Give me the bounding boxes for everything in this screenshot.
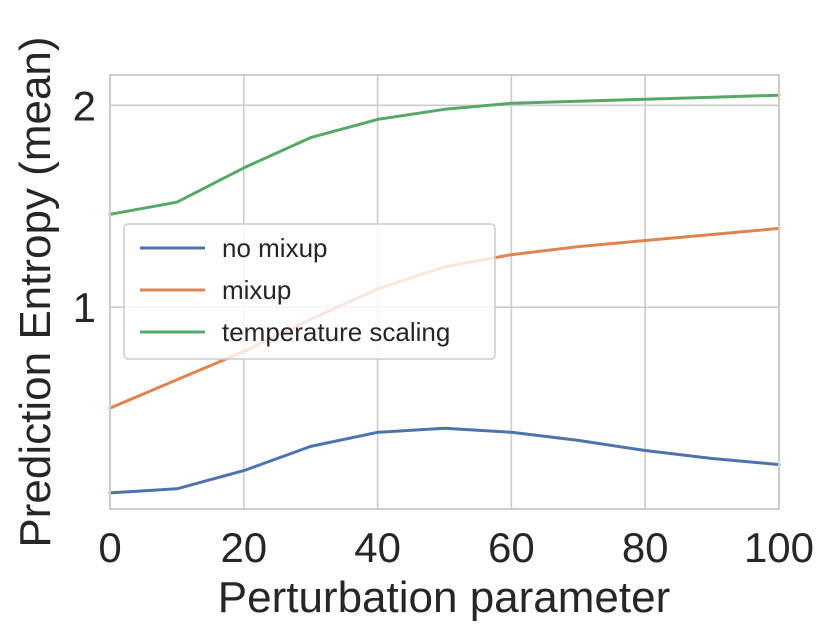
legend-label: temperature scaling xyxy=(222,317,450,347)
x-tick-label: 100 xyxy=(744,524,814,571)
legend: no mixup mixup temperature scaling xyxy=(123,223,496,360)
x-tick-label: 40 xyxy=(354,524,401,571)
x-tick-labels: 0 20 40 60 80 100 xyxy=(98,524,814,571)
y-axis-title: Prediction Entropy (mean) xyxy=(11,36,60,547)
y-tick-label: 1 xyxy=(73,284,96,331)
x-axis-title: Perturbation parameter xyxy=(218,573,670,622)
plot-frame xyxy=(109,74,780,510)
y-tick-label: 2 xyxy=(73,82,96,129)
legend-label: mixup xyxy=(222,275,291,305)
y-tick-labels: 12 xyxy=(73,82,96,331)
x-tick-label: 60 xyxy=(488,524,535,571)
x-tick-label: 0 xyxy=(98,524,121,571)
legend-box xyxy=(123,223,496,360)
x-tick-label: 20 xyxy=(220,524,267,571)
legend-label: no mixup xyxy=(222,233,328,263)
x-tick-label: 80 xyxy=(622,524,669,571)
series-line xyxy=(108,426,781,495)
series-line xyxy=(108,93,781,216)
